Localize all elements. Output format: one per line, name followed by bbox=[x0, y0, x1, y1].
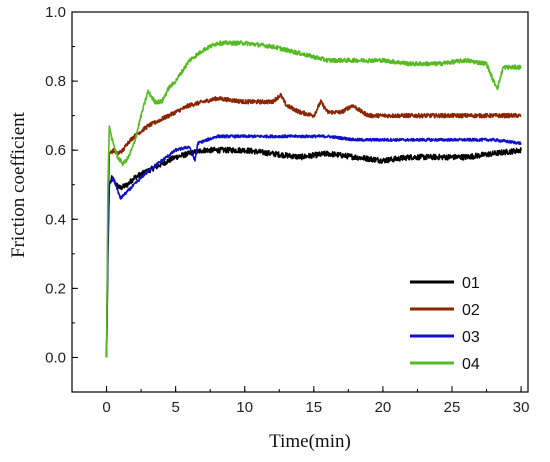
legend-label-02: 02 bbox=[462, 302, 480, 319]
x-tick-label: 10 bbox=[236, 399, 253, 416]
x-axis: 0 5 10 15 20 25 30 bbox=[71, 386, 530, 416]
x-tick-label: 5 bbox=[171, 399, 179, 416]
series-line-04 bbox=[105, 40, 522, 358]
y-axis: 0.0 0.2 0.4 0.6 0.8 1.0 bbox=[45, 4, 78, 393]
legend-label-01: 01 bbox=[462, 275, 480, 292]
y-tick-label: 0.0 bbox=[45, 349, 66, 366]
y-tick-label: 0.8 bbox=[45, 73, 66, 90]
x-axis-title: Time(min) bbox=[269, 431, 351, 452]
x-tick-label: 0 bbox=[102, 399, 110, 416]
legend-label-04: 04 bbox=[462, 356, 480, 373]
y-axis-title: Friction coefficient bbox=[8, 111, 29, 258]
x-tick-label: 25 bbox=[444, 399, 461, 416]
y-tick-label: 0.6 bbox=[45, 142, 66, 159]
legend-label-03: 03 bbox=[462, 329, 480, 346]
x-tick-label: 15 bbox=[305, 399, 322, 416]
series-line-03 bbox=[105, 134, 522, 358]
plot-frame bbox=[71, 11, 529, 393]
series-line-02 bbox=[105, 92, 522, 358]
series-lines bbox=[105, 40, 522, 358]
legend: 01 02 03 04 bbox=[410, 275, 480, 373]
x-tick-label: 30 bbox=[513, 399, 530, 416]
x-tick-label: 20 bbox=[375, 399, 392, 416]
y-tick-label: 1.0 bbox=[45, 4, 66, 21]
y-tick-label: 0.2 bbox=[45, 280, 66, 297]
y-tick-label: 0.4 bbox=[45, 211, 66, 228]
series-line-01 bbox=[105, 146, 522, 358]
